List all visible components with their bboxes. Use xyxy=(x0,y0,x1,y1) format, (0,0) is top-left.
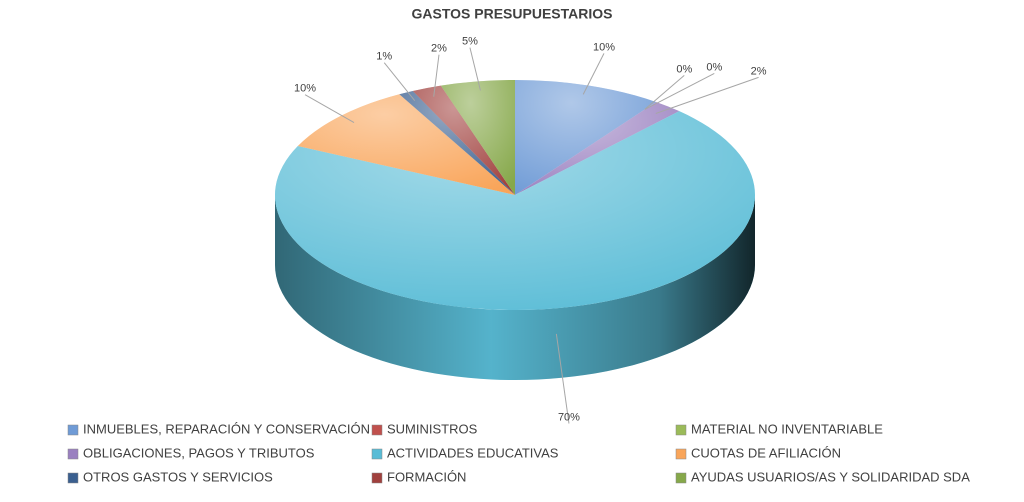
legend-label: INMUEBLES, REPARACIÓN Y CONSERVACIÓN xyxy=(83,421,370,436)
legend-label: OBLIGACIONES, PAGOS Y TRIBUTOS xyxy=(83,445,315,460)
legend-swatch xyxy=(675,472,687,484)
legend-label: MATERIAL NO INVENTARIABLE xyxy=(691,421,883,436)
legend-label: ACTIVIDADES EDUCATIVAS xyxy=(387,445,559,460)
data-label: 5% xyxy=(462,36,478,48)
leader-line xyxy=(644,75,685,110)
slice-gloss xyxy=(297,94,515,195)
leader-line xyxy=(582,53,605,95)
legend-label: AYUDAS USUARIOS/AS Y SOLIDARIDAD SDA xyxy=(691,469,970,484)
chart-title: GASTOS PRESUPUESTARIOS xyxy=(412,6,613,22)
slice-gloss xyxy=(515,80,657,195)
slice-gloss xyxy=(412,85,515,195)
legend-swatch xyxy=(675,424,687,436)
legend-swatch xyxy=(371,448,383,460)
data-label: 0% xyxy=(676,63,692,75)
data-label: 1% xyxy=(376,51,392,63)
legend-label: FORMACIÓN xyxy=(387,469,466,484)
legend-label: OTROS GASTOS Y SERVICIOS xyxy=(83,469,273,484)
data-label: 10% xyxy=(593,41,615,53)
data-label: 0% xyxy=(706,61,722,73)
leader-line xyxy=(433,54,440,97)
leader-line xyxy=(644,72,715,110)
legend-swatch xyxy=(67,424,79,436)
slice-gloss xyxy=(275,111,756,310)
side-shade xyxy=(275,195,755,380)
data-label: 2% xyxy=(751,65,767,77)
slice-gloss xyxy=(440,80,515,195)
legend-swatch xyxy=(675,448,687,460)
legend-swatch xyxy=(67,472,79,484)
leader-line xyxy=(304,94,355,124)
leader-line xyxy=(383,62,416,102)
legend-swatch xyxy=(67,448,79,460)
leader-line xyxy=(469,47,481,91)
leader-line xyxy=(655,76,759,114)
data-label: 70% xyxy=(558,411,580,423)
leader-line xyxy=(555,333,570,424)
legend-label: CUOTAS DE AFILIACIÓN xyxy=(691,445,841,460)
legend-swatch xyxy=(371,472,383,484)
slice-gloss xyxy=(515,101,680,195)
data-label: 10% xyxy=(294,83,316,95)
legend-label: SUMINISTROS xyxy=(387,421,478,436)
slice-gloss xyxy=(399,90,515,195)
legend-swatch xyxy=(371,424,383,436)
data-label: 2% xyxy=(431,43,447,55)
